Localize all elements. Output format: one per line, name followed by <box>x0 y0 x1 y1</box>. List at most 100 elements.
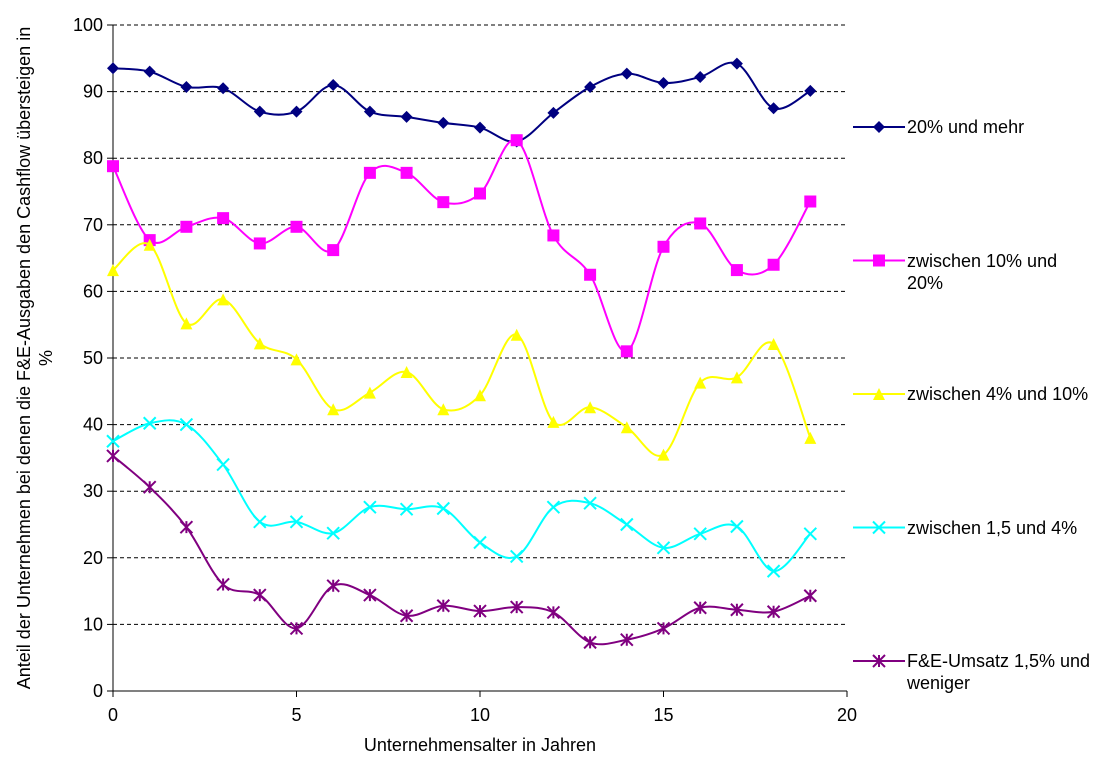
y-tick-label: 90 <box>83 82 103 102</box>
marker <box>473 535 487 550</box>
marker <box>142 416 157 430</box>
y-tick-label: 0 <box>93 681 103 701</box>
marker <box>509 600 524 614</box>
y-tick-label: 50 <box>83 348 103 368</box>
marker <box>730 603 744 617</box>
marker <box>804 431 817 444</box>
marker <box>583 496 597 510</box>
x-tick-label: 0 <box>108 705 118 725</box>
marker <box>290 105 303 118</box>
x-tick-label: 15 <box>653 705 673 725</box>
marker <box>106 434 120 448</box>
marker <box>363 500 377 514</box>
marker <box>730 519 744 534</box>
marker <box>583 635 597 650</box>
legend-label: 20% und mehr <box>907 117 1025 137</box>
marker <box>400 166 413 179</box>
marker <box>399 502 414 516</box>
marker <box>290 220 303 233</box>
marker <box>730 371 743 384</box>
marker <box>107 62 119 75</box>
marker <box>620 633 634 647</box>
marker <box>803 589 818 603</box>
marker <box>873 254 885 267</box>
marker <box>143 238 156 251</box>
y-tick-label: 20 <box>83 548 103 568</box>
marker <box>657 240 670 253</box>
y-tick-label: 80 <box>83 148 103 168</box>
series-line <box>112 242 812 457</box>
marker <box>327 244 340 257</box>
marker <box>217 293 230 306</box>
marker <box>584 80 597 93</box>
marker <box>326 579 340 593</box>
series-line <box>112 138 812 353</box>
marker <box>474 389 486 402</box>
legend-label: F&E-Umsatz 1,5% und weniger <box>907 651 1091 693</box>
marker <box>253 105 266 118</box>
y-axis-title: Anteil der Unternehmen bei denen die F&E… <box>14 26 56 690</box>
marker <box>620 67 633 80</box>
marker <box>327 403 340 416</box>
marker <box>584 401 597 414</box>
marker <box>620 517 634 532</box>
marker <box>693 527 707 541</box>
marker <box>107 264 119 277</box>
marker <box>327 78 340 91</box>
marker <box>180 317 193 330</box>
y-tick-label: 100 <box>73 15 103 35</box>
marker <box>767 338 780 351</box>
marker <box>326 526 340 540</box>
marker <box>693 601 707 615</box>
marker <box>143 65 156 78</box>
x-axis-title: Unternehmensalter in Jahren <box>364 735 596 755</box>
marker <box>400 110 413 123</box>
marker <box>363 588 377 602</box>
marker <box>656 621 671 636</box>
marker <box>400 365 413 378</box>
marker <box>217 212 230 225</box>
marker <box>106 449 120 463</box>
marker <box>803 527 818 541</box>
marker <box>546 605 561 620</box>
marker <box>436 501 451 516</box>
marker <box>546 500 561 514</box>
marker <box>180 80 193 93</box>
x-tick-label: 20 <box>837 705 857 725</box>
marker <box>363 105 376 118</box>
marker <box>437 403 450 416</box>
legend-label: zwischen 4% und 10% <box>907 384 1089 404</box>
marker <box>872 520 886 535</box>
y-tick-label: 40 <box>83 415 103 435</box>
marker <box>766 605 781 619</box>
x-tick-label: 10 <box>470 705 490 725</box>
marker <box>289 515 304 529</box>
marker <box>657 448 670 461</box>
marker <box>474 187 486 200</box>
marker <box>437 116 450 129</box>
marker <box>694 217 707 230</box>
marker <box>767 258 780 271</box>
marker <box>766 564 781 578</box>
marker <box>804 195 817 208</box>
marker <box>730 264 743 277</box>
marker <box>694 376 707 389</box>
marker <box>767 102 780 115</box>
marker <box>253 588 267 602</box>
marker <box>872 654 886 668</box>
series-line <box>112 61 811 143</box>
y-tick-label: 70 <box>83 215 103 235</box>
y-tick-label: 30 <box>83 481 103 501</box>
marker <box>804 84 817 97</box>
marker <box>510 328 523 341</box>
y-tick-label: 60 <box>83 281 103 301</box>
marker <box>474 121 486 134</box>
marker <box>217 82 230 95</box>
marker <box>694 70 707 83</box>
marker <box>584 268 597 281</box>
marker <box>473 604 487 618</box>
marker <box>289 621 304 636</box>
marker <box>363 386 376 399</box>
